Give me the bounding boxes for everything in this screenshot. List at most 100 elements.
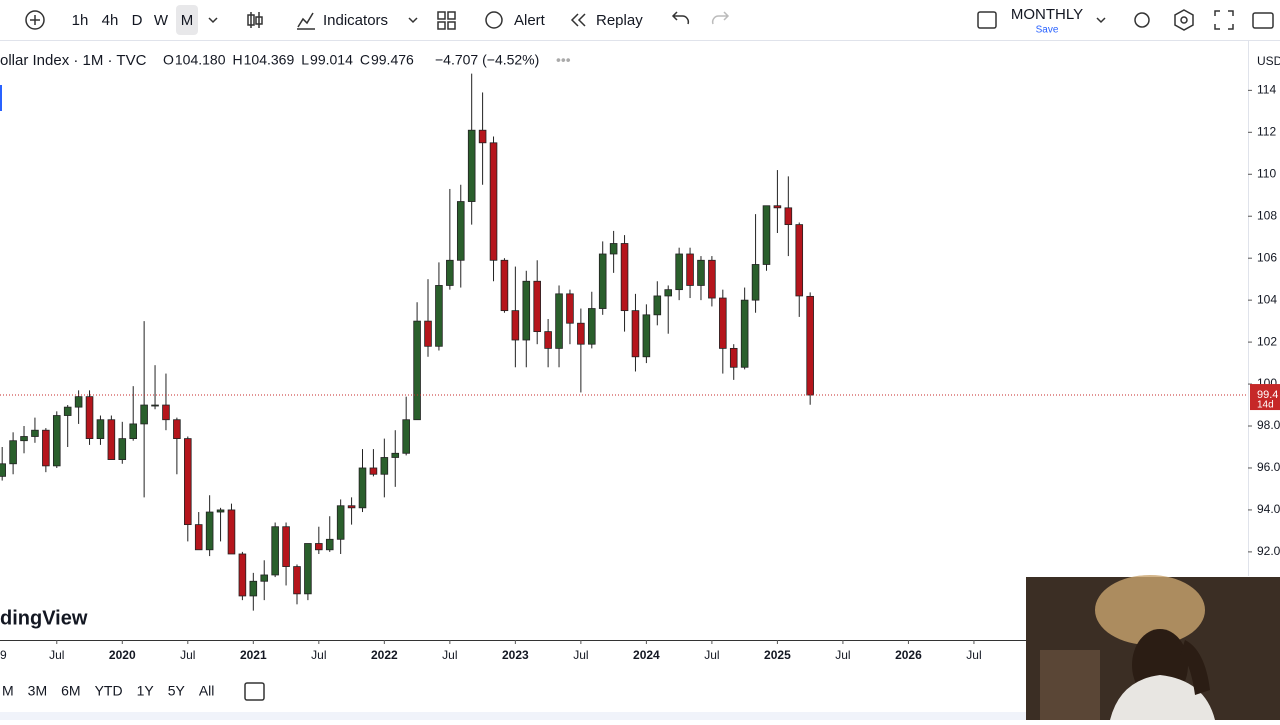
- interval-dropdown[interactable]: [208, 17, 218, 24]
- ohlc-key: L: [301, 52, 309, 68]
- x-tick-label: Jul: [49, 648, 64, 662]
- interval[interactable]: 1h: [72, 12, 89, 29]
- alert-icon[interactable]: [485, 11, 503, 29]
- x-tick-label: 2022: [371, 648, 398, 662]
- settings[interactable]: [1174, 9, 1194, 31]
- lamp-glow: [1095, 575, 1205, 645]
- candle-body: [107, 419, 116, 460]
- candle-body: [489, 142, 498, 261]
- candle-body: [544, 331, 552, 349]
- interval[interactable]: D: [132, 12, 143, 29]
- candle-body: [42, 429, 50, 467]
- candle-body: [631, 310, 640, 358]
- y-tick-label: 112: [1257, 124, 1276, 138]
- x-tick-label: 2020: [109, 648, 136, 662]
- ohlc-value: 99.476: [371, 52, 414, 68]
- interval[interactable]: 4h: [102, 12, 119, 29]
- candle-body: [795, 224, 804, 297]
- person-hand: [1180, 640, 1210, 695]
- plot-area: [0, 41, 1252, 644]
- range-button[interactable]: 6M: [61, 683, 80, 699]
- layout-icon[interactable]: [977, 11, 997, 29]
- candle-body: [129, 423, 137, 440]
- change: −4.707 (−4.52%): [435, 52, 539, 68]
- watermark: dingView: [0, 607, 88, 629]
- candle-body: [194, 524, 203, 551]
- alert-button[interactable]: Alert: [514, 12, 546, 29]
- x-tick-label: Jul: [835, 648, 850, 662]
- add-symbol[interactable]: [25, 10, 45, 30]
- indicators-icon[interactable]: [297, 12, 315, 30]
- currency-bg: [1254, 50, 1280, 74]
- save-button[interactable]: Save: [1036, 25, 1059, 36]
- wall-shadow: [1040, 650, 1100, 720]
- interval[interactable]: W: [154, 12, 169, 29]
- candle-body: [588, 308, 596, 345]
- replay-button[interactable]: Replay: [596, 12, 643, 29]
- chart-type-icon[interactable]: [247, 12, 263, 28]
- fullscreen[interactable]: [1214, 10, 1234, 30]
- replay-icon[interactable]: [570, 13, 586, 27]
- range-button[interactable]: M: [2, 683, 14, 699]
- candle-body: [347, 505, 356, 509]
- x-tick-label: 9: [0, 648, 7, 662]
- screenshot[interactable]: [1252, 12, 1274, 29]
- candle-body: [260, 574, 269, 582]
- left-marker: [0, 85, 2, 111]
- y-tick-label: 92.0: [1257, 544, 1280, 558]
- plus-icon: [30, 15, 40, 25]
- candle-body: [456, 201, 465, 261]
- currency[interactable]: USD: [1257, 54, 1280, 68]
- indicators-button[interactable]: Indicators: [323, 12, 388, 29]
- toolbar-border: [0, 40, 1280, 41]
- undo[interactable]: [671, 11, 690, 25]
- candle-body: [173, 419, 181, 440]
- candle-body: [566, 293, 574, 324]
- range-button[interactable]: 3M: [28, 683, 47, 699]
- candle-body: [9, 440, 17, 465]
- toolbar: 1h 4h D W M Indicators Alert Replay MONT…: [0, 5, 1280, 41]
- candle-body: [555, 293, 563, 349]
- candle-body: [140, 404, 148, 425]
- layout-name[interactable]: MONTHLY: [1011, 6, 1083, 23]
- x-tick-label: Jul: [180, 648, 195, 662]
- range-button[interactable]: 1Y: [137, 683, 155, 699]
- price-axis-border: [1248, 41, 1249, 576]
- candle-body: [577, 322, 585, 345]
- ohlc-value: 104.369: [244, 52, 295, 68]
- candle-body: [358, 467, 367, 509]
- x-tick-label: Jul: [573, 648, 588, 662]
- layout-dropdown[interactable]: [1096, 17, 1106, 24]
- ohlc-key: C: [360, 52, 370, 68]
- candle-body: [282, 526, 290, 567]
- y-tick-label: 106: [1257, 250, 1277, 264]
- range-button[interactable]: All: [199, 683, 215, 699]
- candle-body: [620, 243, 629, 312]
- range-button[interactable]: YTD: [95, 683, 123, 699]
- candle-body: [413, 320, 421, 421]
- candle-body: [729, 347, 738, 368]
- candle-body: [205, 511, 214, 551]
- candle-body: [675, 253, 683, 291]
- candle-body: [304, 543, 312, 595]
- redo[interactable]: [711, 11, 730, 25]
- interval[interactable]: M: [181, 12, 194, 29]
- x-tick-label: 2023: [502, 648, 529, 662]
- range-bar: M 3M 6M YTD 1Y 5Y All: [0, 682, 1280, 720]
- candle-body: [500, 259, 509, 312]
- templates-icon[interactable]: [437, 11, 456, 30]
- candle-body: [653, 295, 662, 316]
- range-button[interactable]: 5Y: [168, 683, 186, 699]
- candle-body: [478, 129, 487, 144]
- indicators-dropdown[interactable]: [408, 17, 418, 24]
- candle-body: [522, 280, 531, 341]
- quick-search[interactable]: [1134, 12, 1150, 28]
- date-range-icon[interactable]: [244, 682, 265, 701]
- y-tick-label: 98.0: [1257, 418, 1280, 432]
- more-dots[interactable]: •••: [556, 52, 571, 68]
- x-tick-label: Jul: [704, 648, 719, 662]
- candle-body: [686, 253, 694, 286]
- candle-body: [751, 264, 760, 301]
- active-interval-bg: [176, 5, 198, 35]
